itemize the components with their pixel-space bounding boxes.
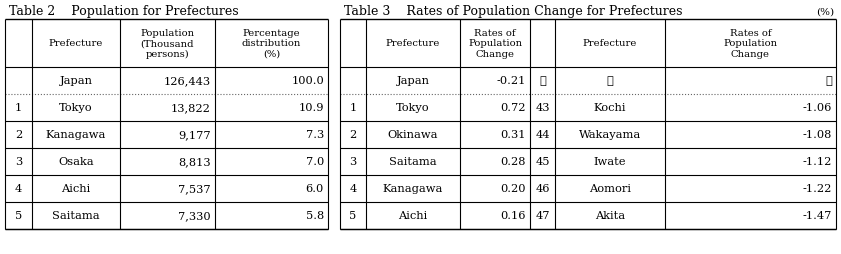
Text: Akita: Akita [595, 211, 625, 221]
Text: Kochi: Kochi [594, 103, 627, 113]
Text: 3: 3 [15, 157, 22, 167]
Text: Saitama: Saitama [389, 157, 436, 167]
Text: Rates of
Population
Change: Rates of Population Change [468, 29, 522, 59]
Text: Aichi: Aichi [399, 211, 427, 221]
Text: 7,537: 7,537 [178, 184, 211, 194]
Text: 3: 3 [349, 157, 357, 167]
Text: 45: 45 [535, 157, 550, 167]
Text: 126,443: 126,443 [164, 76, 211, 86]
Text: (%): (%) [816, 7, 834, 17]
Text: Prefecture: Prefecture [583, 39, 637, 48]
Text: 1: 1 [15, 103, 22, 113]
Text: Percentage
distribution
(%): Percentage distribution (%) [242, 29, 301, 59]
Text: Iwate: Iwate [594, 157, 627, 167]
Text: 7.0: 7.0 [306, 157, 324, 167]
Text: Table 3    Rates of Population Change for Prefectures: Table 3 Rates of Population Change for P… [344, 6, 683, 19]
Text: 4: 4 [15, 184, 22, 194]
Text: Osaka: Osaka [58, 157, 94, 167]
Text: 5: 5 [15, 211, 22, 221]
Text: Aomori: Aomori [589, 184, 631, 194]
Text: 4: 4 [349, 184, 357, 194]
Text: ⋮: ⋮ [825, 76, 832, 86]
Text: 5.8: 5.8 [306, 211, 324, 221]
Text: 1: 1 [349, 103, 357, 113]
Text: 0.20: 0.20 [500, 184, 526, 194]
Text: -1.08: -1.08 [802, 130, 832, 140]
Text: -1.47: -1.47 [802, 211, 832, 221]
Text: 0.31: 0.31 [500, 130, 526, 140]
Text: Prefecture: Prefecture [386, 39, 440, 48]
Text: 46: 46 [535, 184, 550, 194]
Text: -1.06: -1.06 [802, 103, 832, 113]
Text: 2: 2 [15, 130, 22, 140]
Text: Rates of
Population
Change: Rates of Population Change [723, 29, 778, 59]
Text: ⋮: ⋮ [606, 76, 613, 86]
Text: 47: 47 [535, 211, 550, 221]
Text: Kanagawa: Kanagawa [45, 130, 106, 140]
Text: Tokyo: Tokyo [59, 103, 93, 113]
Text: Saitama: Saitama [52, 211, 100, 221]
Text: 7.3: 7.3 [306, 130, 324, 140]
Text: 43: 43 [535, 103, 550, 113]
Text: Prefecture: Prefecture [49, 39, 103, 48]
Text: 6.0: 6.0 [306, 184, 324, 194]
Text: 0.28: 0.28 [500, 157, 526, 167]
Text: Aichi: Aichi [61, 184, 91, 194]
Text: Kanagawa: Kanagawa [383, 184, 443, 194]
Text: -0.21: -0.21 [497, 76, 526, 86]
Text: Japan: Japan [396, 76, 430, 86]
Text: 100.0: 100.0 [291, 76, 324, 86]
Text: 8,813: 8,813 [178, 157, 211, 167]
Text: 7,330: 7,330 [178, 211, 211, 221]
Text: 44: 44 [535, 130, 550, 140]
Text: 10.9: 10.9 [299, 103, 324, 113]
Text: Tokyo: Tokyo [396, 103, 430, 113]
Text: Wakayama: Wakayama [579, 130, 641, 140]
Text: -1.12: -1.12 [802, 157, 832, 167]
Text: 0.16: 0.16 [500, 211, 526, 221]
Text: 9,177: 9,177 [178, 130, 211, 140]
Text: Population
(Thousand
persons): Population (Thousand persons) [140, 29, 194, 59]
Text: -1.22: -1.22 [802, 184, 832, 194]
Text: 13,822: 13,822 [171, 103, 211, 113]
Text: 0.72: 0.72 [500, 103, 526, 113]
Text: ⋮: ⋮ [539, 76, 546, 86]
Text: Table 2    Population for Prefectures: Table 2 Population for Prefectures [9, 6, 239, 19]
Text: Japan: Japan [60, 76, 93, 86]
Text: 5: 5 [349, 211, 357, 221]
Text: Okinawa: Okinawa [388, 130, 438, 140]
Text: 2: 2 [349, 130, 357, 140]
